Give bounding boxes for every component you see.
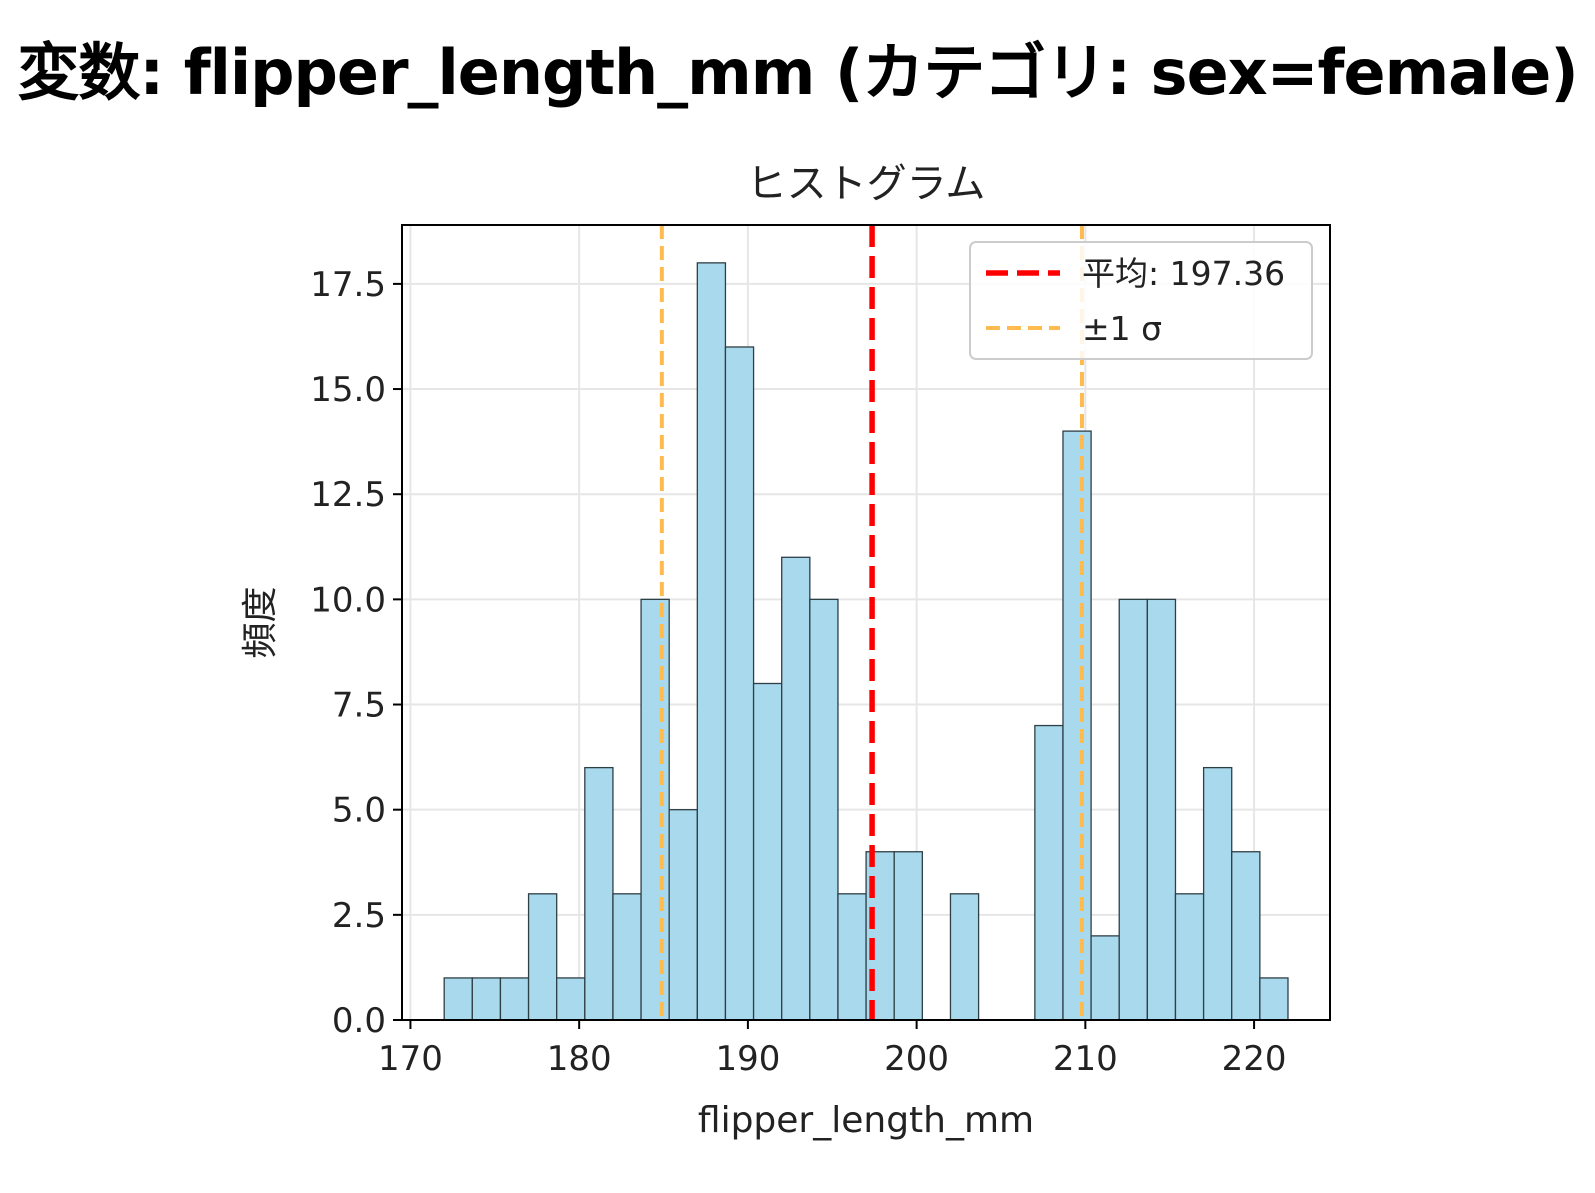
x-axis-label: flipper_length_mm — [698, 1100, 1034, 1141]
x-tick-label: 190 — [715, 1039, 780, 1079]
histogram-bar — [612, 893, 642, 1021]
x-tick-label: 220 — [1222, 1039, 1287, 1079]
y-tick-label: 12.5 — [310, 475, 386, 515]
x-tick-label: 180 — [547, 1039, 612, 1079]
histogram-bar — [556, 977, 586, 1021]
y-tick-label: 5.0 — [332, 791, 386, 831]
histogram-bar — [584, 766, 614, 1021]
histogram-bar — [752, 682, 783, 1021]
y-tick-label: 0.0 — [332, 1001, 386, 1041]
histogram-bar — [1062, 430, 1092, 1021]
histogram-bar — [724, 346, 755, 1021]
histogram-bar — [668, 809, 698, 1021]
histogram-bar — [640, 598, 670, 1021]
x-tick-label: 210 — [1053, 1039, 1118, 1079]
histogram-bar — [696, 262, 727, 1021]
histogram-bar — [1259, 977, 1289, 1021]
histogram-bar — [1174, 893, 1205, 1021]
histogram-bar — [1034, 724, 1064, 1021]
histogram-bar — [499, 977, 530, 1021]
legend-label: 平均: 197.36 — [1082, 254, 1285, 293]
histogram-bar — [527, 893, 558, 1021]
histogram-bar — [443, 977, 473, 1021]
plot-frame — [401, 224, 1331, 1021]
axis-ticks: 170 180 190 200 210 220 0.0 2.5 5.0 7.5 10.0 12.5 15… — [310, 265, 1286, 1079]
y-axis-label: 頻度 — [240, 586, 281, 658]
histogram-bar — [471, 977, 502, 1021]
plot-title: ヒストグラム — [747, 161, 986, 207]
histogram-bar — [1231, 851, 1261, 1021]
legend-label: ±1 σ — [1082, 309, 1162, 348]
histogram-bar — [1146, 598, 1177, 1021]
legend: 平均: 197.36 ±1 σ — [969, 241, 1313, 360]
x-tick-label: 170 — [378, 1039, 443, 1079]
histogram-bar — [781, 556, 811, 1021]
x-tick-label: 200 — [884, 1039, 949, 1079]
histogram-bar — [1118, 598, 1149, 1021]
y-tick-label: 15.0 — [310, 370, 386, 410]
histogram-bar — [893, 851, 923, 1021]
histogram-bar — [1202, 766, 1233, 1021]
histogram-bar — [809, 598, 839, 1021]
histogram-bar — [949, 893, 980, 1021]
y-tick-label: 17.5 — [310, 265, 386, 305]
y-tick-label: 2.5 — [332, 896, 386, 936]
y-tick-label: 10.0 — [310, 580, 386, 620]
figure-title: 変数: flipper_length_mm (カテゴリ: sex=female) — [17, 36, 1578, 109]
y-tick-label: 7.5 — [332, 686, 386, 726]
histogram-bar — [837, 893, 867, 1021]
histogram-bar — [1090, 935, 1120, 1021]
